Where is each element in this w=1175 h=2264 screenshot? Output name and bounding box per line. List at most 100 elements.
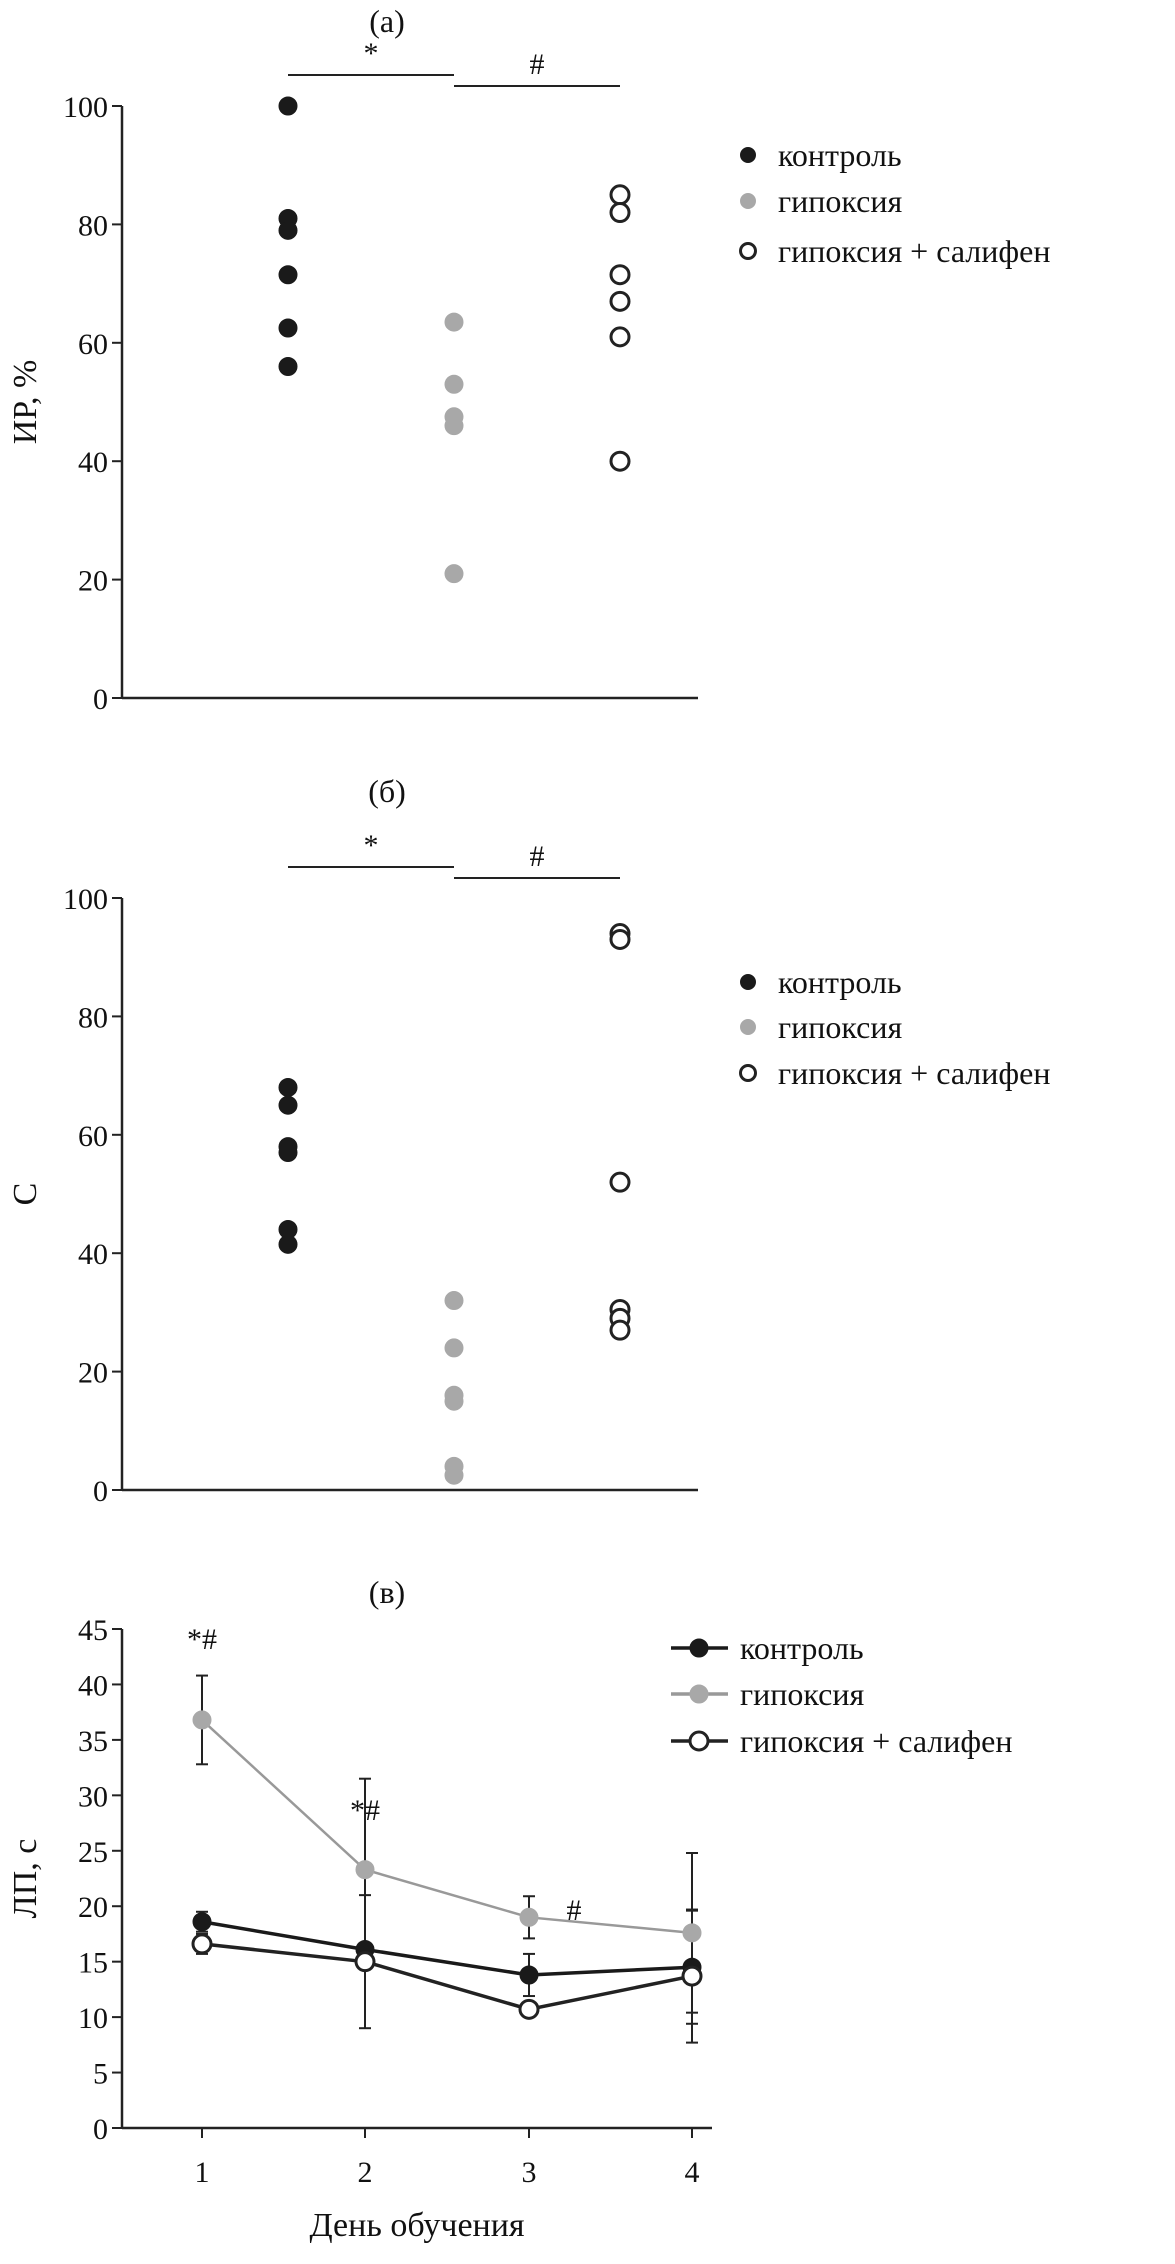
data-point: [278, 1234, 298, 1254]
significance-label: *: [364, 37, 379, 70]
significance-label: *#: [350, 1794, 380, 1827]
legend-marker: [688, 1730, 710, 1752]
y-tick-label: 0: [93, 1475, 108, 1508]
legend-label: гипоксия + салифен: [778, 1055, 1050, 1091]
data-point: [518, 1998, 540, 2020]
data-point: [278, 220, 298, 240]
y-axis-label: ЛП, с: [7, 1839, 44, 1919]
data-point: [278, 318, 298, 338]
data-point: [609, 928, 631, 950]
data-point: [278, 1143, 298, 1163]
data-point: [609, 450, 631, 472]
y-tick-label: 80: [78, 209, 108, 242]
legend-label: гипоксия: [778, 183, 902, 219]
y-tick-label: 25: [78, 1836, 108, 1869]
y-tick-label: 10: [78, 2002, 108, 2035]
data-point: [519, 1965, 539, 1985]
series-line: [201, 1719, 693, 1935]
y-tick-label: 40: [78, 1238, 108, 1271]
legend-marker: [740, 1019, 756, 1035]
data-point: [444, 374, 464, 394]
significance-label: #: [567, 1894, 582, 1927]
data-point: [609, 290, 631, 312]
panel-a: (а) 0 20 40 60 80 100 ИР, % * # контроль гипоксия ги…: [7, 3, 1050, 716]
data-point: [278, 1077, 298, 1097]
panel-title: (а): [369, 3, 405, 39]
data-point: [355, 1860, 375, 1880]
legend-label: гипоксия + салифен: [778, 233, 1050, 269]
x-axis-label: День обучения: [309, 2207, 524, 2244]
y-axis-label: ИР, %: [7, 360, 44, 445]
data-point: [444, 312, 464, 332]
data-point: [444, 1391, 464, 1411]
x-tick-label: 3: [522, 2156, 537, 2189]
x-tick-label: 4: [685, 2156, 700, 2189]
significance-label: *: [364, 829, 379, 862]
significance-label: #: [530, 48, 545, 81]
y-tick-label: 20: [78, 1891, 108, 1924]
y-tick-label: 35: [78, 1725, 108, 1758]
significance-label: *#: [187, 1623, 217, 1656]
legend-label: контроль: [740, 1630, 864, 1666]
series-line: [201, 1920, 693, 1977]
y-tick-label: 100: [63, 91, 108, 124]
y-tick-label: 80: [78, 1001, 108, 1034]
x-tick-label: 2: [358, 2156, 373, 2189]
data-point: [609, 202, 631, 224]
data-point: [444, 564, 464, 584]
y-tick-label: 20: [78, 565, 108, 598]
y-tick-label: 0: [93, 683, 108, 716]
data-point: [682, 1923, 702, 1943]
panel-b: (б) 0 20 40 60 80 100 С * # контроль гипоксия гипокс…: [7, 773, 1050, 1508]
data-point: [444, 1338, 464, 1358]
y-tick-label: 0: [93, 2113, 108, 2146]
legend-marker: [689, 1638, 709, 1658]
legend-marker: [740, 193, 756, 209]
data-point: [519, 1907, 539, 1927]
y-tick-label: 60: [78, 328, 108, 361]
data-point: [354, 1951, 376, 1973]
legend-label: гипоксия: [778, 1009, 902, 1045]
data-point: [609, 264, 631, 286]
data-point: [278, 1095, 298, 1115]
y-tick-label: 5: [93, 2058, 108, 2091]
y-tick-label: 40: [78, 1669, 108, 1702]
series-line: [201, 1942, 693, 2012]
legend-label: контроль: [778, 964, 902, 1000]
data-point: [681, 1965, 703, 1987]
data-point: [609, 1171, 631, 1193]
data-point: [444, 416, 464, 436]
x-tick-label: 1: [195, 2156, 210, 2189]
panel-title: (в): [369, 1574, 405, 1610]
y-tick-label: 100: [63, 883, 108, 916]
y-tick-label: 20: [78, 1357, 108, 1390]
data-point: [609, 326, 631, 348]
y-tick-label: 40: [78, 446, 108, 479]
legend-label: контроль: [778, 137, 902, 173]
legend-marker: [740, 147, 756, 163]
legend-marker: [739, 242, 757, 260]
legend-marker: [740, 974, 756, 990]
data-point: [192, 1912, 212, 1932]
legend-label: гипоксия: [740, 1676, 864, 1712]
data-point: [278, 356, 298, 376]
data-point: [609, 184, 631, 206]
significance-label: #: [530, 840, 545, 873]
data-point: [609, 1319, 631, 1341]
data-point: [191, 1933, 213, 1955]
y-tick-label: 15: [78, 1947, 108, 1980]
data-point: [444, 1465, 464, 1485]
data-point: [192, 1710, 212, 1730]
data-point: [444, 1291, 464, 1311]
data-point: [278, 96, 298, 116]
data-point: [278, 265, 298, 285]
y-tick-label: 45: [78, 1614, 108, 1647]
legend-label: гипоксия + салифен: [740, 1723, 1012, 1759]
legend-marker: [739, 1064, 757, 1082]
legend-marker: [689, 1684, 709, 1704]
panel-c: (в) 0 5 10 15 20 25 30 35 40 45 1 2 3 4 ЛП, с День обуче…: [7, 1574, 1012, 2244]
y-tick-label: 60: [78, 1120, 108, 1153]
panel-title: (б): [368, 773, 406, 809]
y-axis-label: С: [7, 1183, 44, 1206]
